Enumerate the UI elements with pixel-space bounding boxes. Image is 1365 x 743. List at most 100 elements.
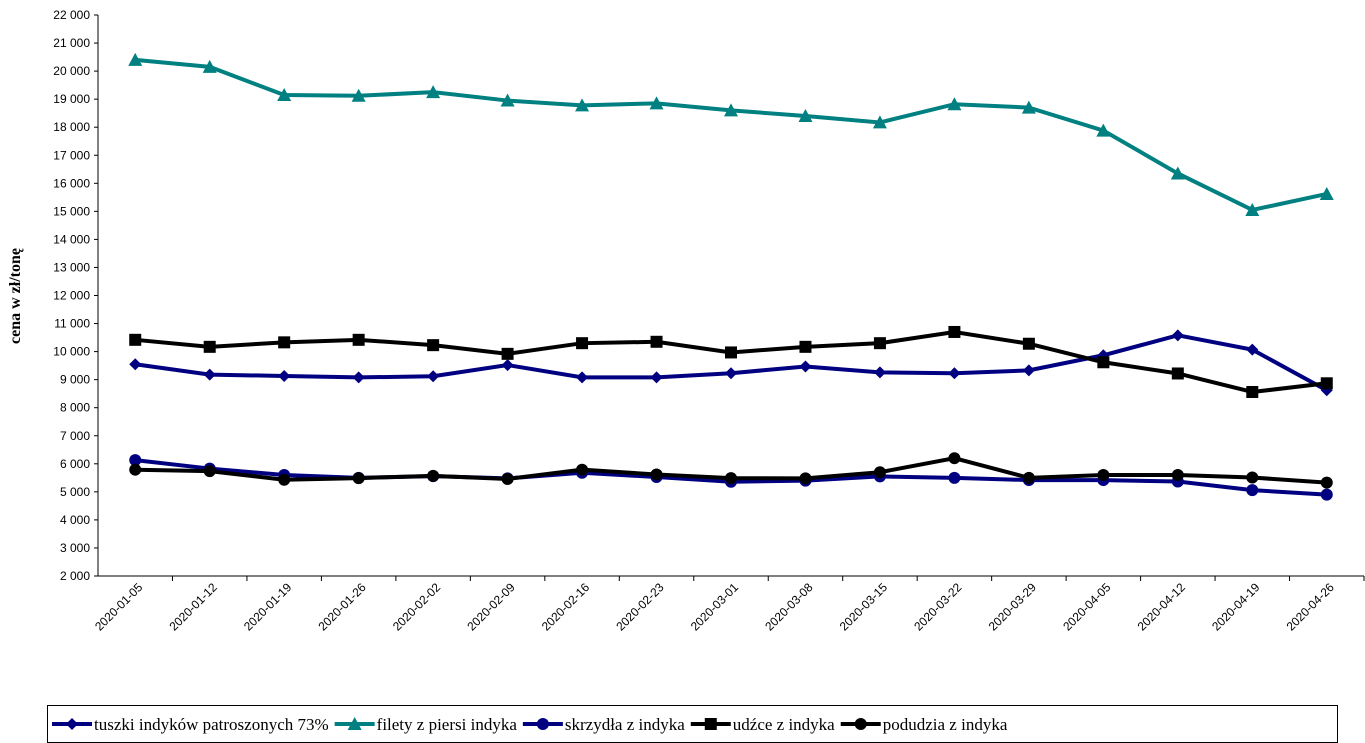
data-point (1097, 469, 1110, 482)
x-tick-label: 2020-01-05 (92, 580, 146, 634)
legend-label: filety z piersi indyka (377, 715, 518, 734)
data-point (1246, 343, 1259, 356)
data-point (427, 469, 440, 482)
data-point (1022, 471, 1035, 484)
data-point (873, 337, 886, 350)
data-point (427, 370, 440, 383)
data-point (501, 472, 514, 485)
data-point (947, 97, 962, 111)
x-tick-label: 2020-02-23 (613, 580, 667, 634)
series-line (135, 329, 1327, 395)
x-tick-label: 2020-03-29 (986, 580, 1040, 634)
data-point (129, 463, 142, 476)
data-point (1245, 202, 1260, 216)
data-point (576, 337, 589, 350)
x-tick-label: 2020-02-02 (390, 580, 444, 634)
data-point (1319, 186, 1334, 200)
data-point (1246, 471, 1259, 484)
data-point (203, 368, 216, 381)
x-tick-label: 2020-01-26 (315, 580, 369, 634)
y-tick-label: 2 000 (60, 569, 90, 583)
legend-marker (347, 717, 362, 730)
data-point (650, 371, 663, 384)
y-tick-label: 8 000 (60, 401, 90, 415)
data-point (1320, 476, 1333, 489)
y-tick-label: 6 000 (60, 457, 90, 471)
data-point (576, 463, 589, 476)
legend-marker (536, 718, 549, 730)
data-point (352, 371, 365, 384)
data-point (278, 370, 291, 383)
data-point (202, 59, 217, 73)
x-tick-label: 2020-03-15 (837, 580, 891, 634)
data-point (1171, 329, 1184, 342)
data-point (203, 465, 216, 478)
y-tick-label: 19 000 (53, 92, 90, 106)
data-point (203, 340, 216, 353)
data-point (352, 472, 365, 485)
data-point (500, 93, 515, 107)
data-point (725, 472, 737, 485)
y-tick-label: 15 000 (53, 204, 90, 218)
data-point (799, 360, 812, 373)
x-tick-label: 2020-02-09 (464, 580, 518, 634)
data-point (725, 367, 737, 380)
data-point (1097, 356, 1110, 369)
x-tick-label: 2020-02-16 (539, 580, 593, 634)
legend-marker (854, 718, 867, 730)
y-tick-label: 9 000 (60, 373, 90, 387)
data-point (948, 325, 961, 338)
data-point (1171, 469, 1184, 482)
data-point (948, 367, 961, 380)
data-point (426, 85, 441, 99)
legend-marker (704, 718, 717, 730)
series-line (134, 333, 1328, 393)
x-tick-label: 2020-04-05 (1060, 580, 1114, 634)
legend-label: skrzydła z indyka (565, 715, 685, 734)
data-point (799, 340, 812, 353)
data-point (501, 359, 514, 372)
y-tick-label: 11 000 (54, 317, 90, 331)
data-point (650, 335, 663, 348)
data-point (948, 452, 961, 465)
y-tick-label: 16 000 (53, 176, 90, 190)
data-point (1170, 166, 1185, 180)
y-tick-label: 18 000 (53, 120, 90, 134)
y-tick-label: 14 000 (53, 232, 90, 246)
data-point (1022, 364, 1035, 377)
data-point (1246, 385, 1259, 398)
data-point (649, 96, 664, 110)
data-point (1021, 100, 1036, 114)
x-tick-label: 2020-01-12 (167, 580, 221, 634)
data-point (277, 87, 292, 101)
y-tick-label: 13 000 (53, 260, 90, 274)
data-point (873, 366, 886, 379)
y-axis-label: cena w zł/tonę (7, 248, 24, 344)
y-tick-label: 4 000 (60, 513, 90, 527)
data-point (427, 339, 440, 352)
legend-label: podudzia z indyka (883, 715, 1008, 734)
y-tick-label: 22 000 (53, 8, 90, 22)
y-tick-label: 21 000 (53, 36, 90, 50)
data-point (278, 336, 291, 349)
data-point (1171, 367, 1184, 380)
legend-label: tuszki indyków patroszonych 73% (94, 715, 329, 734)
x-tick-label: 2020-03-01 (688, 580, 742, 634)
data-point (948, 471, 961, 484)
data-point (129, 333, 142, 346)
data-point (352, 333, 365, 346)
data-point (129, 454, 142, 467)
y-tick-label: 17 000 (53, 148, 90, 162)
data-point (725, 346, 737, 359)
data-point (278, 473, 291, 486)
data-point (799, 472, 812, 485)
data-point (351, 88, 366, 102)
y-tick-label: 20 000 (53, 64, 90, 78)
data-point (576, 371, 589, 384)
legend-marker (66, 718, 78, 730)
data-point (724, 103, 738, 117)
data-point (650, 468, 663, 481)
data-point (1022, 337, 1035, 350)
data-point (1320, 488, 1333, 501)
